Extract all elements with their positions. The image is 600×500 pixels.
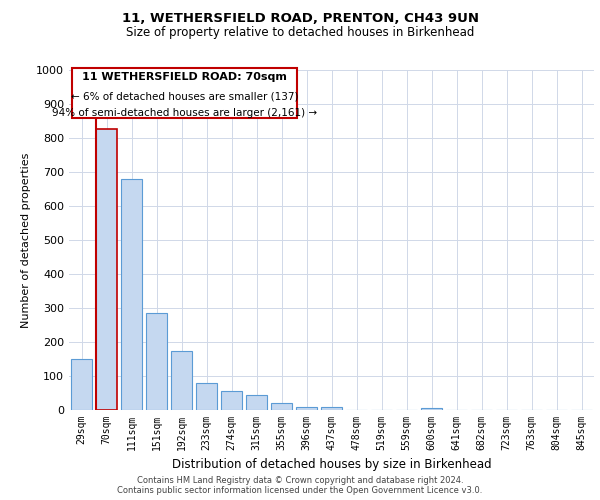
Bar: [121, 179, 142, 410]
Text: ← 6% of detached houses are smaller (137): ← 6% of detached houses are smaller (137…: [71, 92, 298, 102]
Bar: [196, 383, 217, 410]
Bar: [71, 359, 92, 410]
Bar: [271, 403, 292, 410]
Bar: [171, 350, 192, 410]
Y-axis label: Number of detached properties: Number of detached properties: [20, 152, 31, 328]
Bar: [296, 406, 317, 410]
Bar: [321, 406, 342, 410]
Text: 11, WETHERSFIELD ROAD, PRENTON, CH43 9UN: 11, WETHERSFIELD ROAD, PRENTON, CH43 9UN: [121, 12, 479, 26]
Text: Size of property relative to detached houses in Birkenhead: Size of property relative to detached ho…: [126, 26, 474, 39]
X-axis label: Distribution of detached houses by size in Birkenhead: Distribution of detached houses by size …: [172, 458, 491, 471]
Bar: [146, 313, 167, 410]
Bar: [421, 408, 442, 410]
Text: Contains public sector information licensed under the Open Government Licence v3: Contains public sector information licen…: [118, 486, 482, 495]
Bar: [96, 130, 117, 410]
Text: 11 WETHERSFIELD ROAD: 70sqm: 11 WETHERSFIELD ROAD: 70sqm: [82, 72, 287, 83]
Bar: [246, 394, 267, 410]
Text: 94% of semi-detached houses are larger (2,161) →: 94% of semi-detached houses are larger (…: [52, 108, 317, 118]
Bar: [221, 392, 242, 410]
Text: Contains HM Land Registry data © Crown copyright and database right 2024.: Contains HM Land Registry data © Crown c…: [137, 476, 463, 485]
